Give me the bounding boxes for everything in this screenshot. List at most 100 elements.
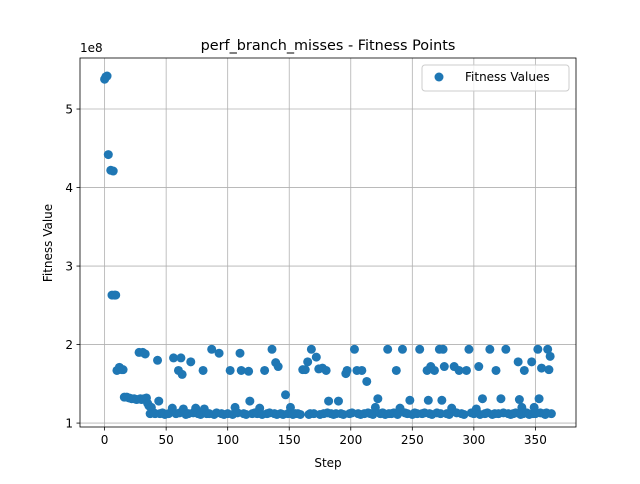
data-point <box>438 344 448 354</box>
x-tick-label: 0 <box>101 433 109 447</box>
data-point <box>370 402 380 412</box>
x-tick-label: 100 <box>216 433 239 447</box>
data-point <box>357 365 367 375</box>
legend-label: Fitness Values <box>465 70 550 84</box>
y-axis-label: Fitness Value <box>41 204 55 282</box>
data-point <box>368 409 378 419</box>
x-axis-label: Step <box>314 456 341 470</box>
data-point <box>474 362 484 372</box>
data-point <box>491 365 501 375</box>
data-point <box>545 351 555 361</box>
plot-area-frame <box>79 57 577 428</box>
data-point <box>321 365 331 375</box>
data-point <box>198 365 208 375</box>
x-tick-label: 300 <box>462 433 485 447</box>
data-point <box>461 365 471 375</box>
data-point <box>267 344 277 354</box>
data-point <box>236 365 246 375</box>
legend-box <box>421 64 570 92</box>
data-point <box>544 365 554 375</box>
legend: Fitness Values <box>421 64 570 92</box>
chart-title: perf_branch_misses - Fitness Points <box>201 38 456 54</box>
data-point <box>439 362 449 372</box>
data-point <box>225 365 235 375</box>
x-tick-label: 150 <box>278 433 301 447</box>
data-point <box>534 394 544 404</box>
data-point <box>324 396 334 406</box>
data-point <box>207 344 217 354</box>
data-point <box>154 396 164 406</box>
x-tick-label: 250 <box>401 433 424 447</box>
data-point <box>186 357 196 367</box>
y-tick-label: 4 <box>65 181 73 195</box>
data-point <box>295 409 305 419</box>
data-point <box>429 365 439 375</box>
data-point <box>311 352 321 362</box>
data-point <box>273 362 283 372</box>
grid-lines <box>80 58 576 427</box>
data-point <box>405 395 415 405</box>
data-point <box>423 395 433 405</box>
data-point <box>300 365 310 375</box>
data-point <box>537 363 547 373</box>
data-point <box>306 344 316 354</box>
data-point <box>140 349 150 359</box>
x-tick-label: 200 <box>339 433 362 447</box>
data-point <box>177 369 187 379</box>
data-point <box>235 348 245 358</box>
data-point <box>533 344 543 354</box>
data-point <box>244 366 254 376</box>
data-point <box>514 395 524 405</box>
data-point <box>519 365 529 375</box>
data-point <box>214 348 224 358</box>
data-point <box>245 396 255 406</box>
data-point <box>397 344 407 354</box>
data-point <box>459 409 469 419</box>
x-axis-ticks: 0 50 100 150 200 250 300 350 <box>101 427 547 447</box>
data-point <box>415 344 425 354</box>
x-tick-label: 50 <box>159 433 174 447</box>
data-point <box>111 290 121 300</box>
data-point <box>108 166 118 176</box>
data-point <box>543 344 553 354</box>
data-point <box>260 365 270 375</box>
data-point <box>362 376 372 386</box>
data-point <box>527 357 537 367</box>
data-point <box>391 365 401 375</box>
data-point <box>383 344 393 354</box>
data-point <box>153 355 163 365</box>
y-tick-label: 3 <box>65 260 73 274</box>
data-point <box>303 357 313 367</box>
data-point <box>103 150 113 160</box>
data-point <box>485 344 495 354</box>
y-tick-label: 1 <box>65 417 73 431</box>
data-point <box>281 390 291 400</box>
data-point <box>169 353 179 363</box>
y-tick-label: 5 <box>65 103 73 117</box>
data-point <box>102 71 112 81</box>
data-point <box>176 353 186 363</box>
x-tick-label: 350 <box>524 433 547 447</box>
data-point <box>373 394 383 404</box>
data-point <box>285 402 295 412</box>
data-point <box>436 409 446 419</box>
data-point <box>477 394 487 404</box>
data-point <box>437 395 447 405</box>
y-axis-ticks: 1 2 3 4 5 <box>65 103 80 431</box>
y-tick-label: 2 <box>65 338 73 352</box>
data-point <box>118 365 128 375</box>
data-point <box>454 365 464 375</box>
data-point <box>349 344 359 354</box>
y-axis-offset-label: 1e8 <box>80 41 103 55</box>
data-point <box>333 396 343 406</box>
data-point <box>464 344 474 354</box>
legend-marker <box>434 72 444 82</box>
data-point <box>501 344 511 354</box>
data-points <box>100 71 556 419</box>
data-point <box>342 365 352 375</box>
data-point <box>496 394 506 404</box>
data-point <box>513 357 523 367</box>
data-point <box>546 409 556 419</box>
